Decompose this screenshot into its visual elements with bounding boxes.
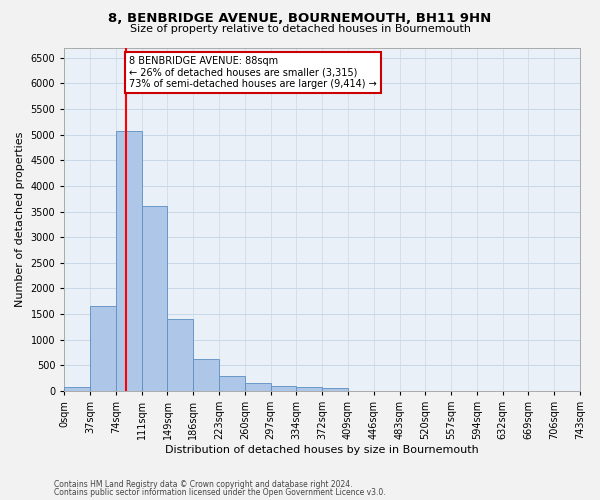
Text: 8 BENBRIDGE AVENUE: 88sqm
← 26% of detached houses are smaller (3,315)
73% of se: 8 BENBRIDGE AVENUE: 88sqm ← 26% of detac…	[129, 56, 377, 90]
Bar	[245, 384, 271, 391]
Bar	[271, 386, 296, 391]
Bar	[322, 388, 348, 391]
Text: 8, BENBRIDGE AVENUE, BOURNEMOUTH, BH11 9HN: 8, BENBRIDGE AVENUE, BOURNEMOUTH, BH11 9…	[109, 12, 491, 26]
Bar	[296, 387, 322, 391]
Bar	[90, 306, 116, 391]
Bar	[142, 206, 167, 391]
Bar	[64, 387, 90, 391]
Bar	[193, 360, 219, 391]
Text: Size of property relative to detached houses in Bournemouth: Size of property relative to detached ho…	[130, 24, 470, 34]
Bar	[219, 376, 245, 391]
Text: Contains public sector information licensed under the Open Government Licence v3: Contains public sector information licen…	[54, 488, 386, 497]
Text: Contains HM Land Registry data © Crown copyright and database right 2024.: Contains HM Land Registry data © Crown c…	[54, 480, 353, 489]
Bar	[116, 131, 142, 391]
Bar	[167, 318, 193, 391]
Y-axis label: Number of detached properties: Number of detached properties	[15, 132, 25, 307]
X-axis label: Distribution of detached houses by size in Bournemouth: Distribution of detached houses by size …	[165, 445, 479, 455]
